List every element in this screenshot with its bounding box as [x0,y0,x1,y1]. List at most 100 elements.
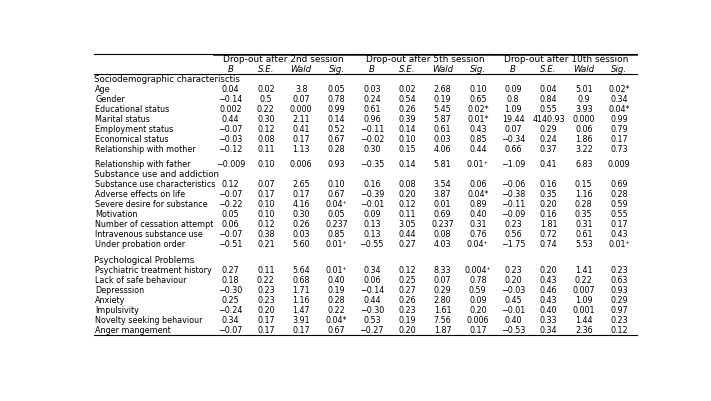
Text: Motivation: Motivation [95,211,137,219]
Text: −0.03: −0.03 [501,286,525,295]
Text: B: B [510,65,516,74]
Text: 0.12: 0.12 [398,200,416,209]
Text: Novelty seeking behaviour: Novelty seeking behaviour [95,316,203,325]
Text: 0.22: 0.22 [257,275,274,285]
Text: 0.11: 0.11 [257,265,274,275]
Text: 0.19: 0.19 [434,95,451,104]
Text: −0.27: −0.27 [360,326,384,335]
Text: −0.07: −0.07 [218,231,242,239]
Text: 0.006: 0.006 [466,316,489,325]
Text: 0.007: 0.007 [572,286,595,295]
Text: 0.23: 0.23 [504,221,522,229]
Text: −0.35: −0.35 [360,160,384,169]
Text: 0.93: 0.93 [610,286,628,295]
Text: 0.5: 0.5 [260,95,272,104]
Text: 2.80: 2.80 [434,296,451,305]
Text: 0.23: 0.23 [504,265,522,275]
Text: 0.17: 0.17 [292,326,310,335]
Text: 0.35: 0.35 [540,190,557,199]
Text: 0.002: 0.002 [219,105,242,114]
Text: 0.66: 0.66 [504,145,522,154]
Text: 0.93: 0.93 [328,160,346,169]
Text: 0.10: 0.10 [328,180,346,189]
Text: Sig.: Sig. [470,65,486,74]
Text: 0.28: 0.28 [328,296,346,305]
Text: 0.99: 0.99 [610,115,628,124]
Text: 3.87: 3.87 [434,190,451,199]
Text: 0.13: 0.13 [363,221,380,229]
Text: 0.52: 0.52 [328,125,346,134]
Text: 0.30: 0.30 [363,145,380,154]
Text: 0.23: 0.23 [257,296,274,305]
Text: 5.81: 5.81 [434,160,451,169]
Text: Age: Age [95,85,111,94]
Text: 0.08: 0.08 [398,180,416,189]
Text: 0.17: 0.17 [469,326,486,335]
Text: 4.06: 4.06 [434,145,451,154]
Text: 5.53: 5.53 [575,241,593,249]
Text: 0.12: 0.12 [222,180,240,189]
Text: 0.04: 0.04 [540,85,557,94]
Text: 3.93: 3.93 [575,105,593,114]
Text: Substance use characteristics: Substance use characteristics [95,180,215,189]
Text: 0.17: 0.17 [257,190,274,199]
Text: 0.41: 0.41 [540,160,557,169]
Text: Anger mangement: Anger mangement [95,326,171,335]
Text: 0.11: 0.11 [398,211,416,219]
Text: 0.19: 0.19 [328,286,346,295]
Text: 0.67: 0.67 [328,135,346,144]
Text: 0.04*: 0.04* [326,316,347,325]
Text: 0.73: 0.73 [610,145,628,154]
Text: 0.009: 0.009 [608,160,631,169]
Text: S.E.: S.E. [399,65,415,74]
Text: 0.29: 0.29 [540,125,557,134]
Text: 0.20: 0.20 [398,190,416,199]
Text: 1.16: 1.16 [292,296,310,305]
Text: Intravenous substance use: Intravenous substance use [95,231,203,239]
Text: 0.25: 0.25 [398,275,416,285]
Text: 1.41: 1.41 [575,265,592,275]
Text: 0.29: 0.29 [434,286,451,295]
Text: 0.40: 0.40 [469,211,486,219]
Text: 5.64: 5.64 [292,265,310,275]
Text: 8.33: 8.33 [434,265,451,275]
Text: −0.11: −0.11 [360,125,384,134]
Text: 4.16: 4.16 [292,200,310,209]
Text: 0.53: 0.53 [363,316,380,325]
Text: Psychiatric treatment history: Psychiatric treatment history [95,265,212,275]
Text: 19.44: 19.44 [502,115,525,124]
Text: 5.60: 5.60 [292,241,310,249]
Text: 0.39: 0.39 [398,115,416,124]
Text: −0.34: −0.34 [501,135,525,144]
Text: 0.04: 0.04 [222,85,240,94]
Text: Relationship with mother: Relationship with mother [95,145,196,154]
Text: 0.004⁺: 0.004⁺ [464,265,491,275]
Text: 0.18: 0.18 [222,275,240,285]
Text: −0.07: −0.07 [218,125,242,134]
Text: Economical status: Economical status [95,135,169,144]
Text: 0.14: 0.14 [398,160,416,169]
Text: 0.03: 0.03 [292,231,310,239]
Text: 1.47: 1.47 [292,306,310,315]
Text: 2.68: 2.68 [434,85,451,94]
Text: 0.34: 0.34 [363,265,380,275]
Text: 0.78: 0.78 [328,95,346,104]
Text: 0.35: 0.35 [575,211,593,219]
Text: Gender: Gender [95,95,125,104]
Text: 0.01⁺: 0.01⁺ [467,160,488,169]
Text: 0.61: 0.61 [363,105,380,114]
Text: 0.10: 0.10 [257,200,274,209]
Text: 0.006: 0.006 [290,160,312,169]
Text: B: B [369,65,375,74]
Text: Wald: Wald [291,65,311,74]
Text: −0.51: −0.51 [218,241,242,249]
Text: 1.71: 1.71 [292,286,310,295]
Text: 0.84: 0.84 [540,95,557,104]
Text: 2.11: 2.11 [292,115,310,124]
Text: Psychological Problems: Psychological Problems [95,255,195,265]
Text: 0.02: 0.02 [398,85,416,94]
Text: 0.24: 0.24 [363,95,380,104]
Text: 0.01: 0.01 [434,200,451,209]
Text: 0.10: 0.10 [257,160,274,169]
Text: 0.09: 0.09 [504,85,522,94]
